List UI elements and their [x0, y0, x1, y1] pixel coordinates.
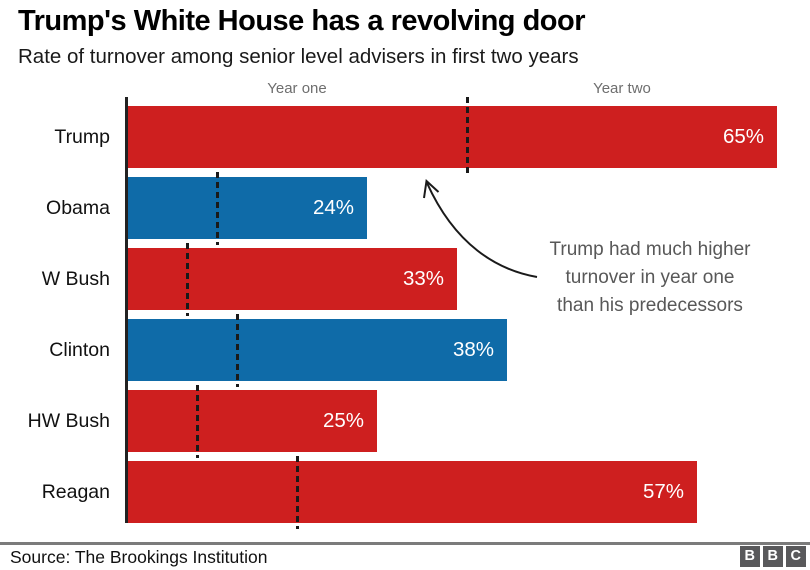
bar-value-label: 24% [312, 196, 354, 219]
footer-divider [0, 542, 810, 545]
bar-row-hw-bush: HW Bush 25% [0, 381, 810, 458]
year-two-axis-label: Year two [593, 80, 651, 97]
page-subtitle: Rate of turnover among senior level advi… [18, 45, 579, 68]
turnover-bar-chart: Year one Year two Trump 65% Obama 24% W Bush… [0, 80, 810, 529]
bar-value-label: 25% [322, 409, 364, 432]
bar-row-obama: Obama 24% [0, 168, 810, 245]
bbc-logo-block-c: C [785, 546, 806, 567]
page-title: Trump's White House has a revolving door [18, 5, 586, 37]
president-label: Obama [46, 196, 110, 219]
bar-rows: Trump 65% Obama 24% W Bush 33% Clinton 38% HW Bu… [0, 97, 810, 529]
annotation-text: Trump had much higher turnover in year o… [520, 236, 780, 320]
bar-track: 24% [127, 177, 810, 239]
bar-row-w-bush: W Bush 33% [0, 239, 810, 316]
year-one-dashed-line [186, 243, 189, 316]
president-label: HW Bush [27, 409, 110, 432]
bar-value-label: 33% [402, 267, 444, 290]
bbc-logo-block-b1: B [739, 546, 760, 567]
turnover-bar: 57% [127, 461, 697, 523]
annotation-line-3: than his predecessors [557, 295, 743, 316]
bar-track: 57% [127, 461, 810, 523]
bar-value-label: 38% [452, 338, 494, 361]
president-label: Clinton [49, 338, 110, 361]
year-one-dashed-line [236, 314, 239, 387]
year-one-dashed-line [296, 456, 299, 529]
year-one-dashed-line [216, 172, 219, 245]
bar-value-label: 65% [722, 125, 764, 148]
bar-track: 65% [127, 106, 810, 168]
bar-value-label: 57% [642, 480, 684, 503]
year-one-dashed-line [466, 97, 469, 174]
turnover-bar: 38% [127, 319, 507, 381]
president-label: Reagan [41, 480, 110, 503]
bar-track: 38% [127, 319, 810, 381]
annotation-line-2: turnover in year one [565, 267, 735, 288]
bar-row-reagan: Reagan 57% [0, 452, 810, 529]
turnover-bar: 25% [127, 390, 377, 452]
bar-track: 33% [127, 248, 810, 310]
bar-row-clinton: Clinton 38% [0, 310, 810, 387]
y-axis-line [125, 97, 128, 523]
bar-track: 25% [127, 390, 810, 452]
source-credit: Source: The Brookings Institution [10, 547, 268, 567]
bbc-logo-block-b2: B [762, 546, 783, 567]
turnover-bar: 33% [127, 248, 457, 310]
president-label: W Bush [41, 267, 110, 290]
year-one-dashed-line [196, 385, 199, 458]
bbc-logo: B B C [739, 546, 806, 567]
year-one-axis-label: Year one [267, 80, 327, 97]
turnover-bar: 24% [127, 177, 367, 239]
president-label: Trump [54, 125, 110, 148]
annotation-line-1: Trump had much higher [549, 239, 751, 260]
turnover-bar: 65% [127, 106, 777, 168]
bar-row-trump: Trump 65% [0, 97, 810, 174]
